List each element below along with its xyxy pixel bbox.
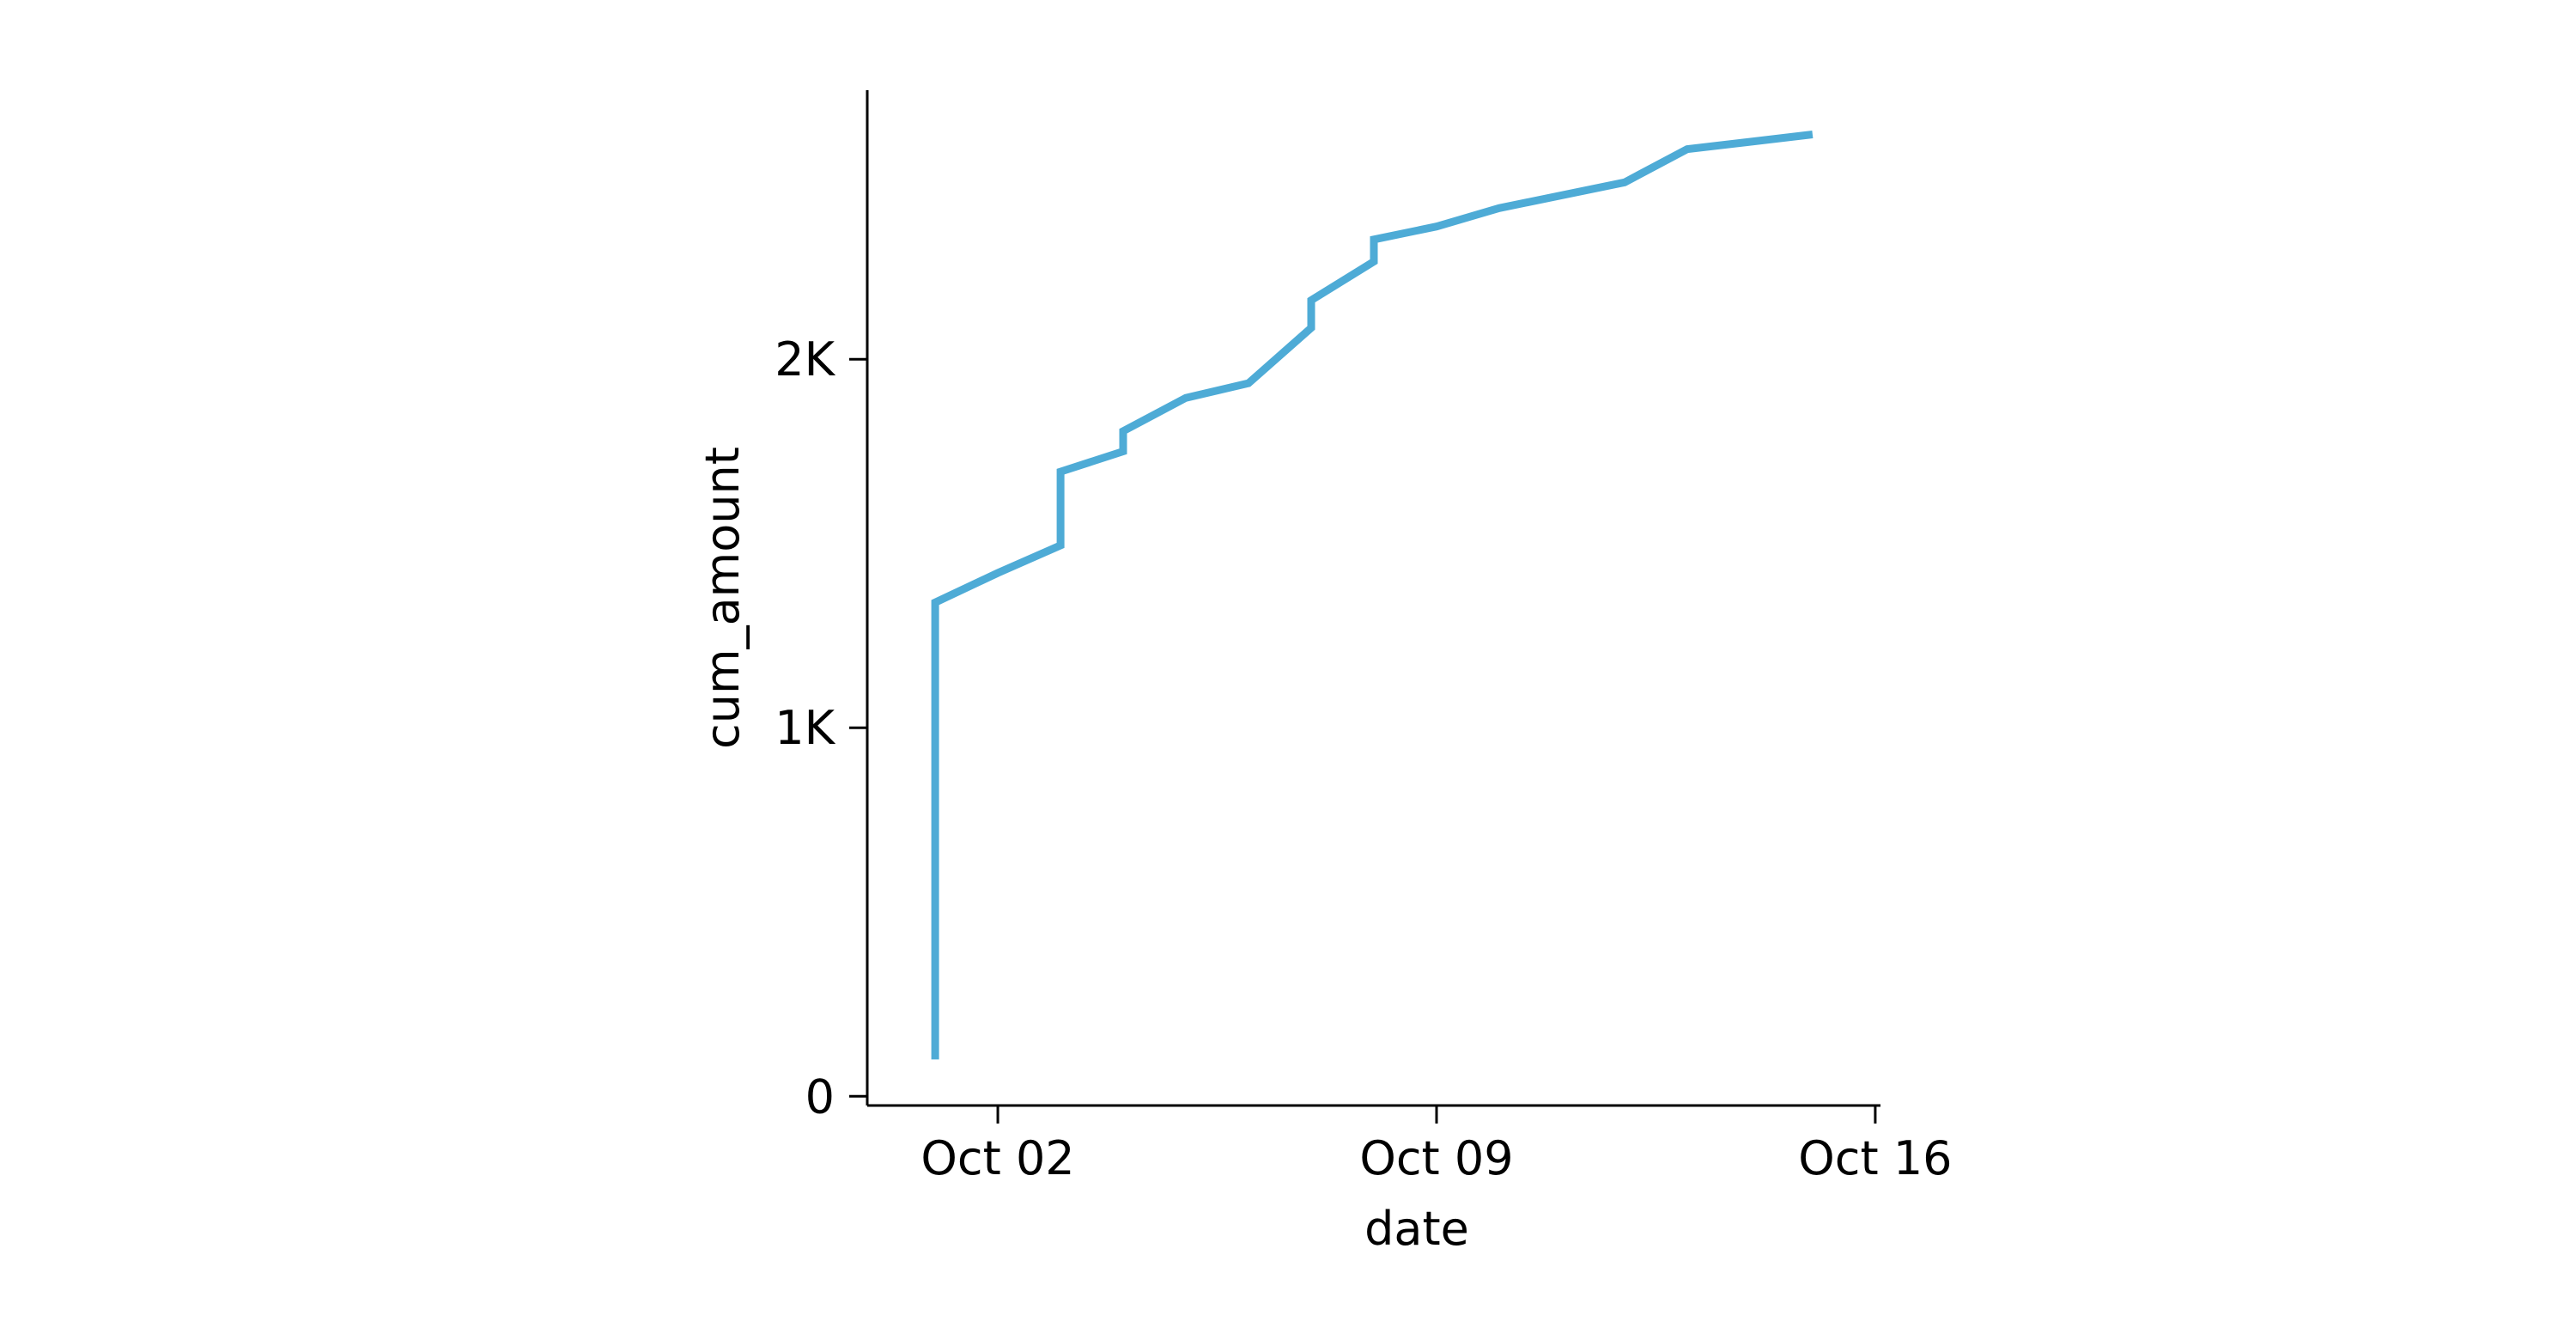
y-tick-label: 2K — [775, 332, 835, 387]
x-tick-label: Oct 16 — [1798, 1131, 1952, 1185]
x-axis-title: date — [1364, 1202, 1469, 1256]
y-tick-label: 0 — [805, 1069, 835, 1124]
y-axis-title: cum_amount — [696, 447, 750, 749]
x-tick-label: Oct 09 — [1359, 1131, 1513, 1185]
plot-area — [931, 131, 1814, 1060]
series-line-0 — [931, 131, 1814, 1060]
y-tick-label: 1K — [775, 701, 835, 755]
x-tick-label: Oct 02 — [920, 1131, 1074, 1185]
axes: Oct 02 Oct 09 Oct 16 0 1K 2K — [775, 90, 1953, 1185]
